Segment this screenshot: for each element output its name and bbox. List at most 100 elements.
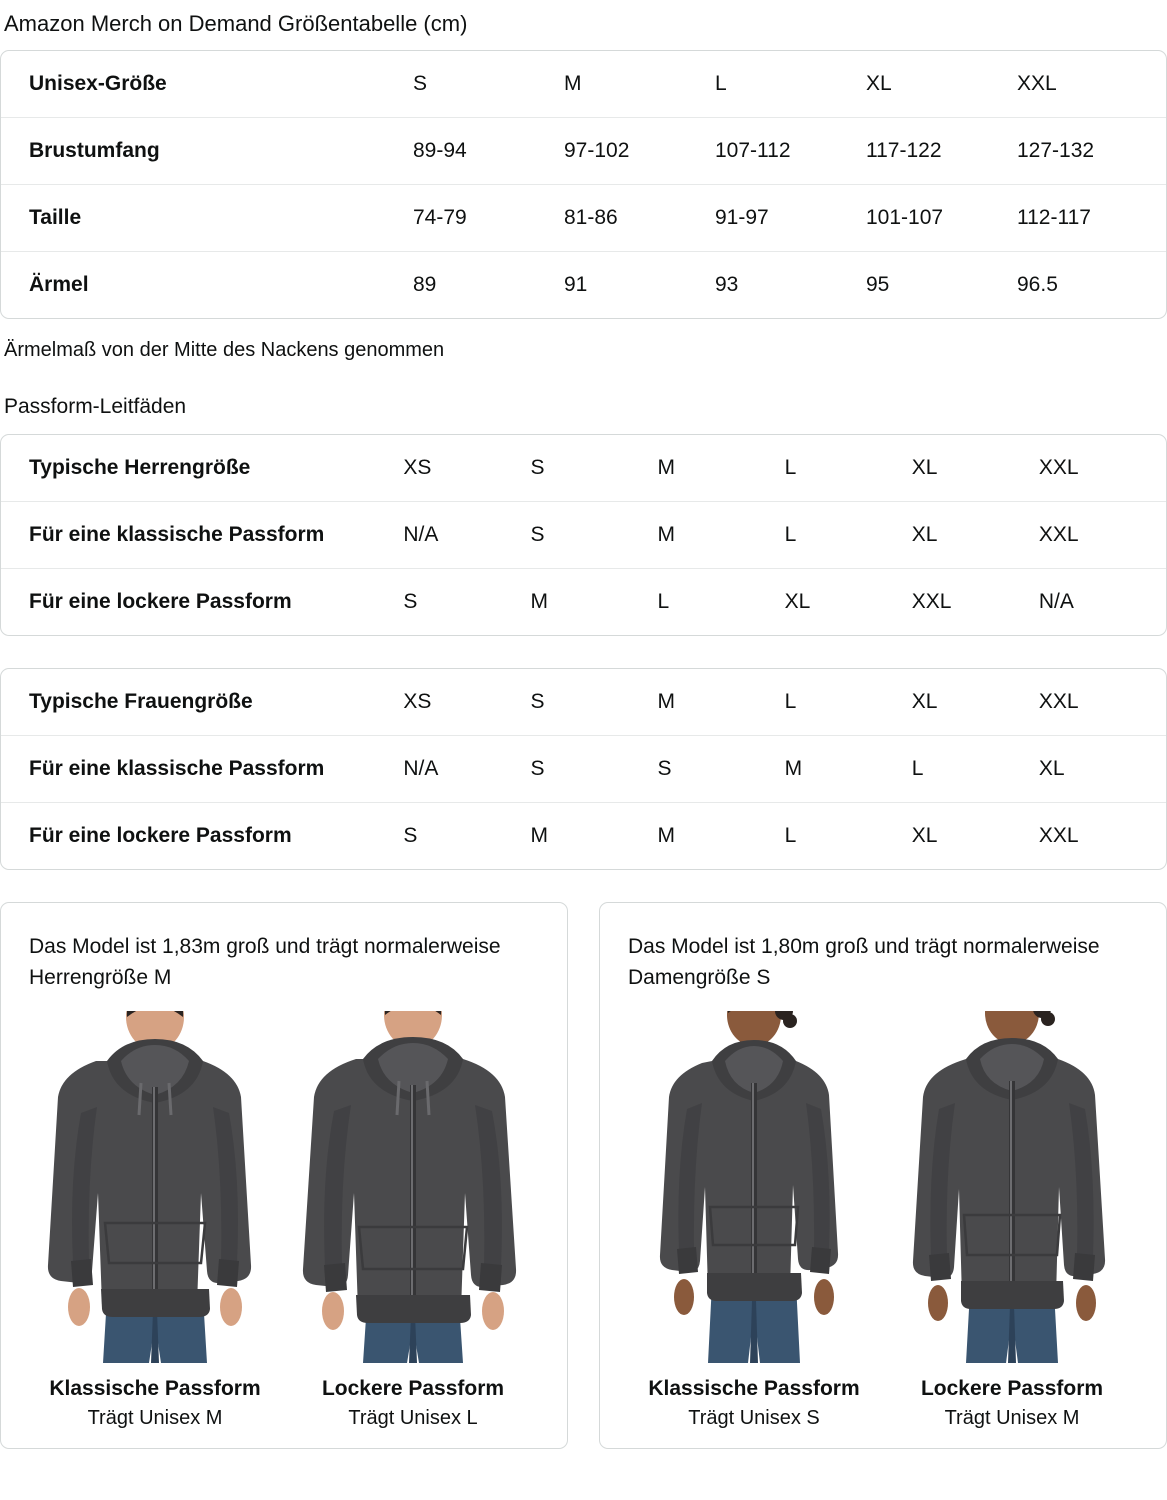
mens-fit-table-card: Typische Herrengröße XS S M L XL XXL Für… xyxy=(0,434,1167,636)
cell: M xyxy=(564,72,582,95)
table-row: Taille 74-79 81-86 91-97 101-107 112-117 xyxy=(1,184,1166,252)
table-row: Für eine klassische Passform N/A S M L X… xyxy=(1,501,1166,569)
row-label: Brustumfang xyxy=(1,117,413,185)
cell: M xyxy=(657,802,785,869)
fit-label: Klassische Passform xyxy=(648,1377,860,1400)
fit-label: Lockere Passform xyxy=(920,1377,1104,1400)
cell: L xyxy=(784,802,912,869)
model-description: Das Model ist 1,80m groß und trägt norma… xyxy=(628,935,1100,989)
male-model-figure xyxy=(29,1011,281,1363)
cell: M xyxy=(530,802,658,869)
cell: M xyxy=(657,690,676,713)
cell: XXL xyxy=(1038,690,1079,713)
photo-column: Klassische Passform Trägt Unisex S xyxy=(628,1011,880,1430)
photo-column: Klassische Passform Trägt Unisex M xyxy=(29,1011,281,1430)
cell: L xyxy=(784,690,797,713)
fit-label: Lockere Passform xyxy=(321,1377,505,1400)
cell: 97-102 xyxy=(564,117,715,185)
cell: XS xyxy=(403,690,432,713)
wears-label: Trägt Unisex M xyxy=(944,1407,1080,1429)
mens-fit-table: Typische Herrengröße XS S M L XL XXL Für… xyxy=(1,435,1166,635)
male-model-card: Das Model ist 1,83m groß und trägt norma… xyxy=(0,902,568,1449)
cell: M xyxy=(657,501,785,569)
cell: 101-107 xyxy=(866,184,1017,252)
cell: XL xyxy=(1038,735,1166,803)
womens-fit-table-card: Typische Frauengröße XS S M L XL XXL Für… xyxy=(0,668,1167,870)
cell: XXL xyxy=(1038,501,1166,569)
row-label: Für eine lockere Passform xyxy=(1,568,404,635)
wears-label: Trägt Unisex L xyxy=(348,1407,478,1429)
wears-label: Trägt Unisex M xyxy=(87,1407,223,1429)
cell: 74-79 xyxy=(413,184,564,252)
cell: L xyxy=(657,568,785,635)
table-row: Typische Herrengröße XS S M L XL XXL xyxy=(1,435,1166,502)
cell: XL xyxy=(911,690,938,713)
cell: XXL xyxy=(911,568,1039,635)
womens-fit-table: Typische Frauengröße XS S M L XL XXL Für… xyxy=(1,669,1166,869)
male-classic-fit-photo xyxy=(29,1011,281,1363)
cell: 112-117 xyxy=(1017,184,1166,252)
cell: N/A xyxy=(1038,568,1166,635)
table-row: Für eine klassische Passform N/A S S M L… xyxy=(1,735,1166,803)
table-row: Brustumfang 89-94 97-102 107-112 117-122… xyxy=(1,117,1166,185)
table-gap xyxy=(0,636,1167,668)
cell: M xyxy=(530,568,658,635)
cell: S xyxy=(403,568,531,635)
measurement-table-card: Unisex-Größe S M L XL XXL Brustumfang 89… xyxy=(0,50,1167,319)
row-label: Ärmel xyxy=(1,251,413,318)
sleeve-measure-note: Ärmelmaß von der Mitte des Nackens genom… xyxy=(4,339,445,361)
fit-label: Klassische Passform xyxy=(49,1377,261,1400)
photo-pair: Klassische Passform Trägt Unisex S xyxy=(628,1011,1138,1430)
fit-guides-heading: Passform-Leitfäden xyxy=(4,395,187,418)
cell: 117-122 xyxy=(866,117,1017,185)
cell: M xyxy=(657,456,676,479)
female-relaxed-fit-photo xyxy=(886,1011,1138,1363)
cell: XS xyxy=(403,456,432,479)
cell: XL xyxy=(911,802,1039,869)
cell: S xyxy=(413,72,428,95)
model-description: Das Model ist 1,83m groß und trägt norma… xyxy=(29,935,501,989)
cell: S xyxy=(530,690,545,713)
female-classic-fit-photo xyxy=(628,1011,880,1363)
table-row: Unisex-Größe S M L XL XXL xyxy=(1,51,1166,118)
cell: XL xyxy=(911,456,938,479)
cell: 91 xyxy=(564,251,715,318)
cell: 127-132 xyxy=(1017,117,1166,185)
female-model-card: Das Model ist 1,80m groß und trägt norma… xyxy=(599,902,1167,1449)
row-label: Typische Frauengröße xyxy=(29,690,253,713)
table-row: Typische Frauengröße XS S M L XL XXL xyxy=(1,669,1166,736)
male-relaxed-fit-photo xyxy=(287,1011,539,1363)
cell: N/A xyxy=(403,735,531,803)
cell: S xyxy=(657,735,785,803)
model-cards-row: Das Model ist 1,83m groß und trägt norma… xyxy=(0,902,1167,1449)
table-row: Für eine lockere Passform S M M L XL XXL xyxy=(1,802,1166,869)
table-row: Ärmel 89 91 93 95 96.5 xyxy=(1,251,1166,318)
row-label: Taille xyxy=(1,184,413,252)
page-title: Amazon Merch on Demand Größentabelle (cm… xyxy=(4,11,468,36)
row-label: Unisex-Größe xyxy=(29,72,167,95)
photo-pair: Klassische Passform Trägt Unisex M xyxy=(29,1011,539,1430)
cell: XL xyxy=(866,72,892,95)
cell: 89 xyxy=(413,251,564,318)
cell: N/A xyxy=(403,501,531,569)
cell: XXL xyxy=(1017,72,1057,95)
cell: 81-86 xyxy=(564,184,715,252)
row-label: Für eine klassische Passform xyxy=(1,501,404,569)
cell: L xyxy=(784,456,797,479)
cell: S xyxy=(403,802,531,869)
table-row: Für eine lockere Passform S M L XL XXL N… xyxy=(1,568,1166,635)
male-model-figure xyxy=(287,1011,539,1363)
cell: 93 xyxy=(715,251,866,318)
measurement-table: Unisex-Größe S M L XL XXL Brustumfang 89… xyxy=(1,51,1166,318)
cell: XXL xyxy=(1038,456,1079,479)
cell: 89-94 xyxy=(413,117,564,185)
cell: S xyxy=(530,501,658,569)
cell: S xyxy=(530,735,658,803)
cell: L xyxy=(715,72,727,95)
row-label: Für eine klassische Passform xyxy=(1,735,404,803)
female-model-figure xyxy=(886,1011,1138,1363)
cell: 107-112 xyxy=(715,117,866,185)
cell: L xyxy=(784,501,912,569)
cell: L xyxy=(911,735,1039,803)
cell: M xyxy=(784,735,912,803)
